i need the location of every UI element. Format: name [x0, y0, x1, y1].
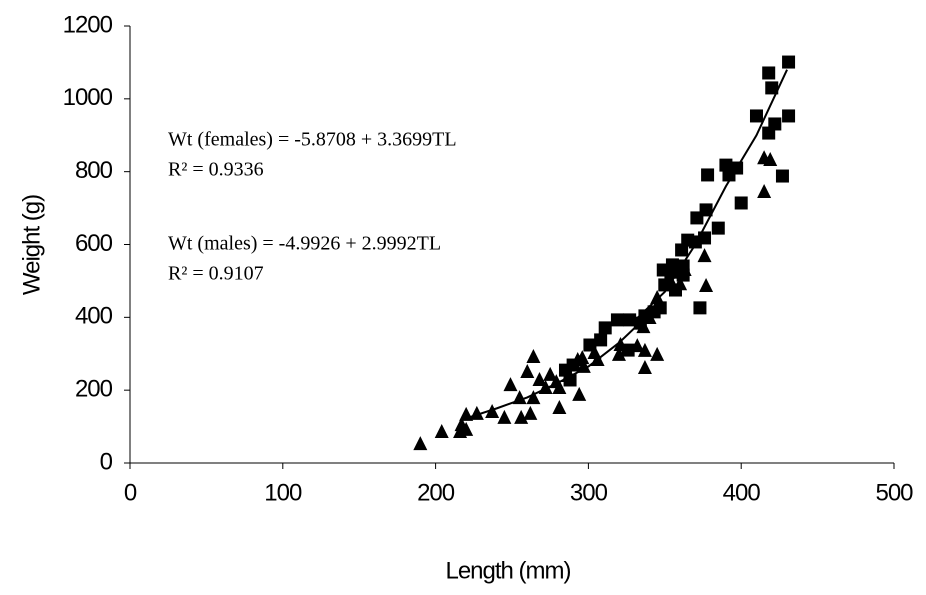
triangle-point [561, 367, 576, 382]
square-point [749, 109, 763, 123]
y-tick-label: 1000 [63, 84, 113, 111]
x-tick-label: 400 [723, 479, 761, 506]
trendline [462, 312, 651, 421]
square-point [765, 81, 779, 95]
triangle-point [526, 349, 541, 364]
triangle-point [630, 338, 645, 353]
triangle-point [514, 409, 529, 424]
triangle-point [570, 351, 585, 366]
triangle-point [434, 424, 449, 439]
square-point [701, 168, 715, 182]
square-point [762, 66, 776, 80]
triangle-point [413, 436, 428, 451]
square-point [730, 161, 744, 175]
triangle-point [763, 152, 778, 167]
triangle-point [613, 337, 628, 352]
square-point [734, 196, 748, 210]
square-point [762, 126, 776, 140]
annotation: Wt (males) = -4.9926 + 2.9992TL [168, 233, 441, 255]
triangle-point [549, 374, 564, 389]
square-point [775, 169, 789, 183]
triangle-point [650, 346, 665, 361]
y-tick-label: 400 [75, 303, 113, 330]
square-point [610, 313, 624, 327]
annotation: R² = 0.9107 [168, 263, 264, 285]
square-point [711, 221, 725, 235]
triangle-point [485, 404, 500, 419]
triangle-point [469, 405, 484, 420]
triangle-point [636, 319, 651, 334]
triangle-point [520, 363, 535, 378]
y-tick-label: 800 [75, 157, 113, 184]
square-point [690, 211, 704, 225]
triangle-point [526, 390, 541, 405]
triangle-point [637, 342, 652, 357]
triangle-point [637, 359, 652, 374]
triangle-point [677, 261, 692, 276]
square-point [623, 313, 637, 327]
triangle-point [543, 366, 558, 381]
x-tick-label: 200 [417, 479, 455, 506]
x-tick-label: 100 [264, 479, 302, 506]
triangle-point [642, 310, 657, 325]
square-point [675, 243, 689, 257]
y-tick-label: 600 [75, 230, 113, 257]
triangle-point [590, 351, 605, 366]
triangle-point [532, 371, 547, 386]
triangle-point [611, 346, 626, 361]
triangle-point [699, 278, 714, 293]
triangle-point [523, 405, 538, 420]
triangle-point [459, 406, 474, 421]
square-point [681, 233, 695, 247]
x-axis-label: Length (mm) [445, 557, 570, 584]
square-point [598, 321, 612, 335]
x-tick-label: 0 [124, 479, 137, 506]
square-point [719, 158, 733, 172]
y-tick-label: 0 [100, 448, 113, 475]
triangle-point [552, 400, 567, 415]
y-tick-label: 200 [75, 376, 113, 403]
square-point [656, 263, 670, 277]
triangle-point [459, 421, 474, 436]
square-point [693, 301, 707, 315]
square-point [782, 55, 796, 69]
triangle-point [497, 409, 512, 424]
square-point [782, 109, 796, 123]
triangle-point [663, 274, 678, 289]
x-tick-label: 300 [570, 479, 608, 506]
annotation: Wt (females) = -5.8708 + 3.3699TL [168, 129, 457, 151]
triangle-point [697, 248, 712, 263]
square-point [594, 333, 608, 347]
annotation: R² = 0.9336 [168, 159, 264, 181]
triangle-point [650, 290, 665, 305]
y-axis-label: Weight (g) [18, 195, 45, 295]
x-tick-label: 500 [875, 479, 913, 506]
y-tick-label: 1200 [63, 11, 113, 38]
triangle-point [572, 386, 587, 401]
triangle-point [503, 377, 518, 392]
triangle-point [538, 379, 553, 394]
triangle-point [512, 390, 527, 405]
triangle-point [757, 184, 772, 199]
